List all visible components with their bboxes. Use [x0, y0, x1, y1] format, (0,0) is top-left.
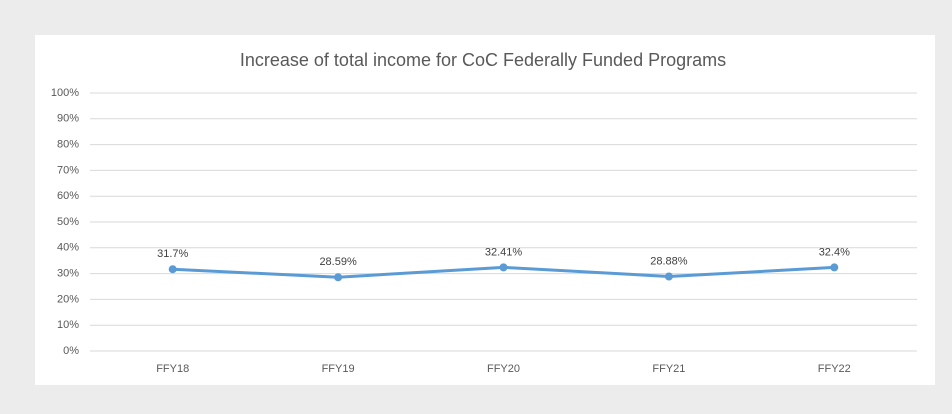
data-label: 28.59% [319, 256, 357, 268]
y-tick-label: 70% [57, 164, 79, 176]
y-tick-label: 100% [51, 87, 79, 99]
chart-title: Increase of total income for CoC Federal… [240, 50, 726, 70]
y-tick-label: 0% [63, 345, 79, 357]
y-tick-label: 50% [57, 216, 79, 228]
data-label: 31.7% [157, 248, 188, 260]
chart-area [35, 35, 935, 385]
y-tick-label: 80% [57, 139, 79, 151]
y-tick-label: 20% [57, 293, 79, 305]
y-tick-label: 40% [57, 242, 79, 254]
x-tick-label: FFY20 [487, 363, 520, 375]
y-tick-label: 60% [57, 190, 79, 202]
data-point [830, 263, 839, 272]
data-point [334, 273, 343, 282]
data-label: 32.41% [485, 246, 523, 258]
x-tick-label: FFY18 [156, 363, 189, 375]
x-tick-label: FFY22 [818, 363, 851, 375]
data-point [168, 265, 177, 274]
x-tick-label: FFY19 [322, 363, 355, 375]
data-label: 28.88% [650, 255, 688, 267]
data-point [499, 263, 508, 272]
x-tick-label: FFY21 [652, 363, 685, 375]
y-tick-label: 10% [57, 319, 79, 331]
data-point [664, 272, 673, 281]
y-tick-label: 90% [57, 113, 79, 125]
y-tick-label: 30% [57, 268, 79, 280]
data-label: 32.4% [819, 246, 850, 258]
